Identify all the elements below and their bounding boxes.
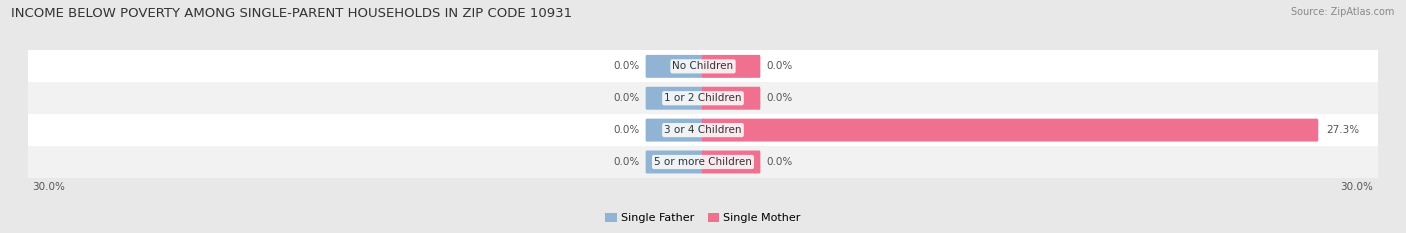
Text: Source: ZipAtlas.com: Source: ZipAtlas.com (1291, 7, 1395, 17)
Text: 1 or 2 Children: 1 or 2 Children (664, 93, 742, 103)
Text: 0.0%: 0.0% (614, 61, 640, 71)
FancyBboxPatch shape (702, 151, 761, 173)
FancyBboxPatch shape (645, 119, 704, 142)
Legend: Single Father, Single Mother: Single Father, Single Mother (606, 213, 800, 223)
Text: 3 or 4 Children: 3 or 4 Children (664, 125, 742, 135)
FancyBboxPatch shape (645, 55, 704, 78)
FancyBboxPatch shape (702, 55, 761, 78)
FancyBboxPatch shape (28, 114, 1378, 146)
FancyBboxPatch shape (702, 87, 761, 110)
Text: 0.0%: 0.0% (766, 93, 792, 103)
FancyBboxPatch shape (702, 119, 1319, 142)
FancyBboxPatch shape (645, 151, 704, 173)
Text: 0.0%: 0.0% (766, 157, 792, 167)
FancyBboxPatch shape (28, 50, 1378, 82)
Text: No Children: No Children (672, 61, 734, 71)
Text: 27.3%: 27.3% (1326, 125, 1360, 135)
Text: 0.0%: 0.0% (614, 125, 640, 135)
FancyBboxPatch shape (28, 146, 1378, 178)
Text: 0.0%: 0.0% (614, 93, 640, 103)
Text: 30.0%: 30.0% (32, 182, 66, 192)
FancyBboxPatch shape (28, 82, 1378, 114)
FancyBboxPatch shape (645, 87, 704, 110)
Text: INCOME BELOW POVERTY AMONG SINGLE-PARENT HOUSEHOLDS IN ZIP CODE 10931: INCOME BELOW POVERTY AMONG SINGLE-PARENT… (11, 7, 572, 20)
Text: 0.0%: 0.0% (766, 61, 792, 71)
Text: 30.0%: 30.0% (1340, 182, 1374, 192)
Text: 5 or more Children: 5 or more Children (654, 157, 752, 167)
Text: 0.0%: 0.0% (614, 157, 640, 167)
